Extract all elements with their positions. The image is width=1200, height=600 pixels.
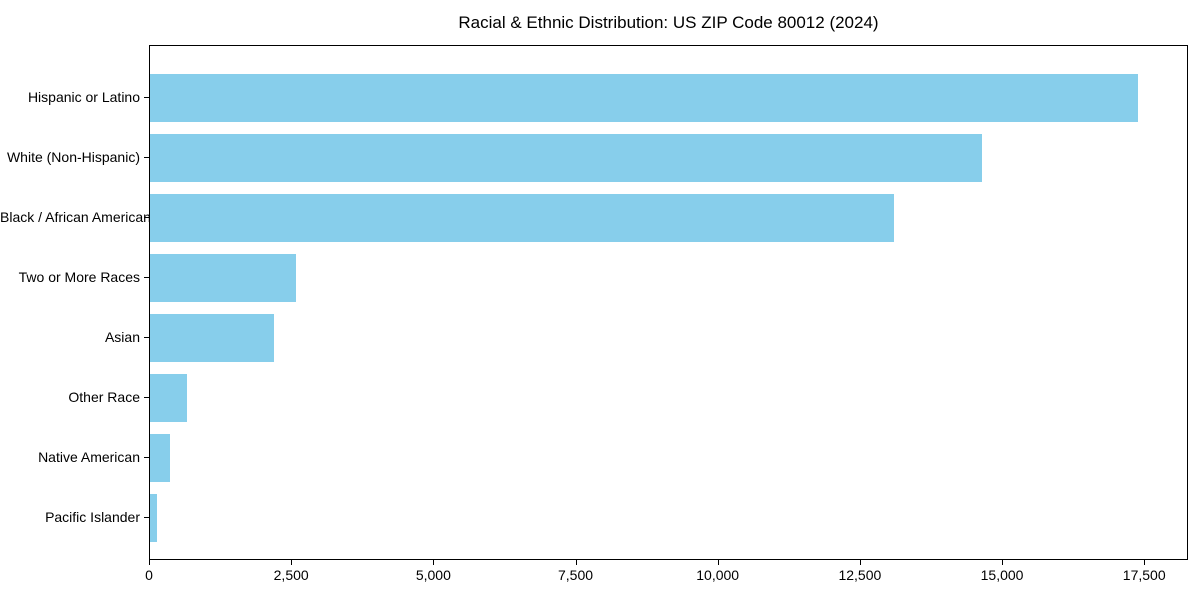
y-tick-mark xyxy=(144,276,149,278)
bar-two-or-more-races xyxy=(150,253,297,302)
x-tick-mark xyxy=(1144,560,1146,565)
x-tick-mark xyxy=(575,560,577,565)
bar-asian xyxy=(150,313,274,362)
x-tick-mark xyxy=(149,560,150,565)
x-tick-label-5000: 5,000 xyxy=(415,567,451,583)
x-tick-mark xyxy=(433,560,435,565)
x-tick-mark xyxy=(859,560,861,565)
x-tick-label-0: 0 xyxy=(145,567,153,583)
y-tick-label-black-african-american: Black / African American xyxy=(0,208,151,225)
bar-native-american xyxy=(150,433,170,482)
y-tick-label-pacific-islander: Pacific Islander xyxy=(45,508,140,525)
bar-black-african-american xyxy=(150,193,894,242)
x-tick-label-17500: 17,500 xyxy=(1122,567,1166,583)
y-tick-mark xyxy=(144,456,149,458)
x-tick-label-10000: 10,000 xyxy=(696,567,740,583)
x-tick-label-7500: 7,500 xyxy=(557,567,594,583)
bar-white-non-hispanic xyxy=(150,133,983,182)
x-tick-mark xyxy=(291,560,293,565)
y-tick-label-white-non-hispanic: White (Non-Hispanic) xyxy=(6,148,140,165)
y-tick-mark xyxy=(144,336,149,338)
y-tick-label-asian: Asian xyxy=(104,328,140,345)
y-tick-mark xyxy=(144,96,149,98)
bar-other-race xyxy=(150,373,187,422)
y-tick-label-other-race: Other Race xyxy=(68,388,140,405)
y-tick-label-native-american: Native American xyxy=(38,448,140,465)
x-tick-label-12500: 12,500 xyxy=(838,567,882,583)
y-tick-label-two-or-more-races: Two or More Races xyxy=(18,268,140,285)
bar-pacific-islander xyxy=(150,493,157,542)
y-tick-mark xyxy=(144,516,149,518)
x-tick-mark xyxy=(1002,560,1004,565)
y-tick-label-hispanic-or-latino: Hispanic or Latino xyxy=(27,88,140,105)
x-tick-mark xyxy=(717,560,719,565)
x-tick-label-15000: 15,000 xyxy=(980,567,1024,583)
y-tick-mark xyxy=(144,396,149,398)
x-tick-label-2500: 2,500 xyxy=(273,567,309,583)
plot-area xyxy=(149,45,1188,560)
chart-title: Racial & Ethnic Distribution: US ZIP Cod… xyxy=(458,13,879,32)
y-tick-mark xyxy=(144,156,149,158)
y-tick-mark xyxy=(144,216,149,218)
bar-hispanic-or-latino xyxy=(150,73,1138,122)
